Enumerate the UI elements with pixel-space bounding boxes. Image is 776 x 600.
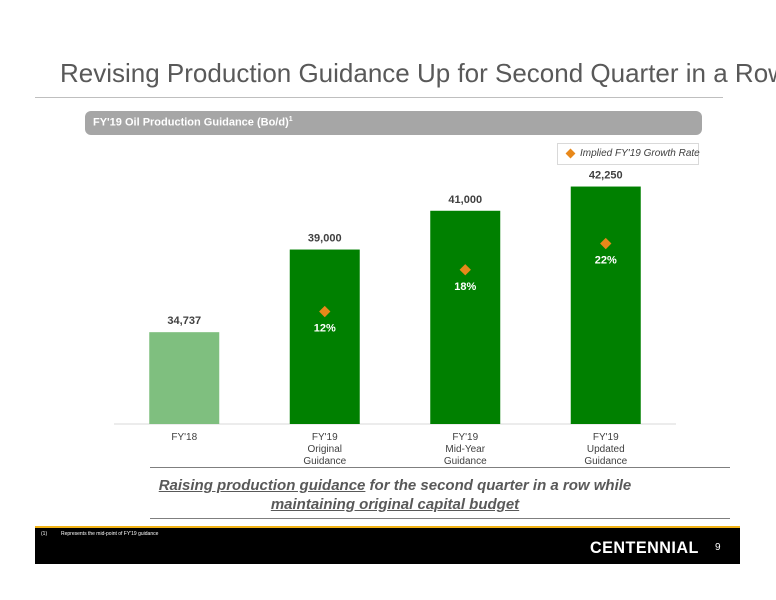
x-tick-label: Guidance — [303, 456, 346, 467]
bar-4 — [570, 186, 641, 424]
chart-banner-label: FY'19 Oil Production Guidance (Bo/d)1 — [93, 116, 293, 129]
x-tick-label: Original — [308, 444, 342, 455]
bar-value-label: 34,737 — [167, 315, 201, 327]
chart-banner-text: FY'19 Oil Production Guidance (Bo/d) — [93, 116, 289, 129]
takeaway-line1: for the second quarter in a row while — [365, 477, 632, 494]
centennial-logo: CENTENNIAL — [590, 538, 699, 557]
growth-rate-label: 18% — [454, 281, 476, 293]
footnote-ref: 1 — [288, 116, 293, 123]
x-tick-label: FY'19 — [452, 432, 478, 443]
x-tick-label: Guidance — [584, 456, 627, 467]
page-number: 9 — [715, 542, 721, 553]
growth-marker — [459, 264, 471, 276]
footer: (1) Represents the mid-point of FY'19 gu… — [35, 528, 740, 564]
x-tick-label: Guidance — [444, 456, 487, 467]
title-divider — [35, 97, 723, 98]
x-tick-label: Updated — [587, 444, 625, 455]
growth-rate-label: 12% — [314, 323, 336, 335]
bar-2 — [289, 249, 360, 424]
slide-title: Revising Production Guidance Up for Seco… — [60, 58, 776, 88]
x-tick-label: FY'18 — [171, 432, 197, 443]
footnote-text: Represents the mid-point of FY'19 guidan… — [61, 531, 159, 537]
bar-value-label: 42,250 — [589, 170, 623, 182]
bar-value-label: 39,000 — [308, 233, 342, 245]
takeaway-rule-top — [150, 467, 730, 468]
bar-chart: 34,737FY'1839,000FY'19OriginalGuidance12… — [114, 170, 676, 467]
takeaway-line2: maintaining original capital budget — [270, 496, 520, 513]
bar-3 — [430, 210, 501, 424]
legend-label: Implied FY'19 Growth Rate — [580, 148, 700, 159]
growth-marker — [319, 305, 331, 318]
x-tick-label: Mid-Year — [445, 444, 485, 455]
growth-marker — [600, 237, 612, 250]
bar-value-label: 41,000 — [448, 194, 482, 206]
takeaway-underlined: Raising production guidance — [158, 477, 366, 494]
growth-rate-label: 22% — [595, 255, 617, 267]
chart-legend: Implied FY'19 Growth Rate — [557, 143, 700, 165]
bar-1 — [149, 332, 220, 424]
takeaway-rule-bottom — [150, 518, 730, 519]
x-tick-label: FY'19 — [312, 432, 338, 443]
chart-banner: FY'19 Oil Production Guidance (Bo/d)1 — [85, 111, 702, 135]
x-tick-label: FY'19 — [593, 432, 619, 443]
footer-accent-bar — [35, 526, 740, 529]
footnote-number: (1) — [41, 531, 48, 537]
takeaway-message: Raising production guidance for the seco… — [100, 476, 690, 514]
